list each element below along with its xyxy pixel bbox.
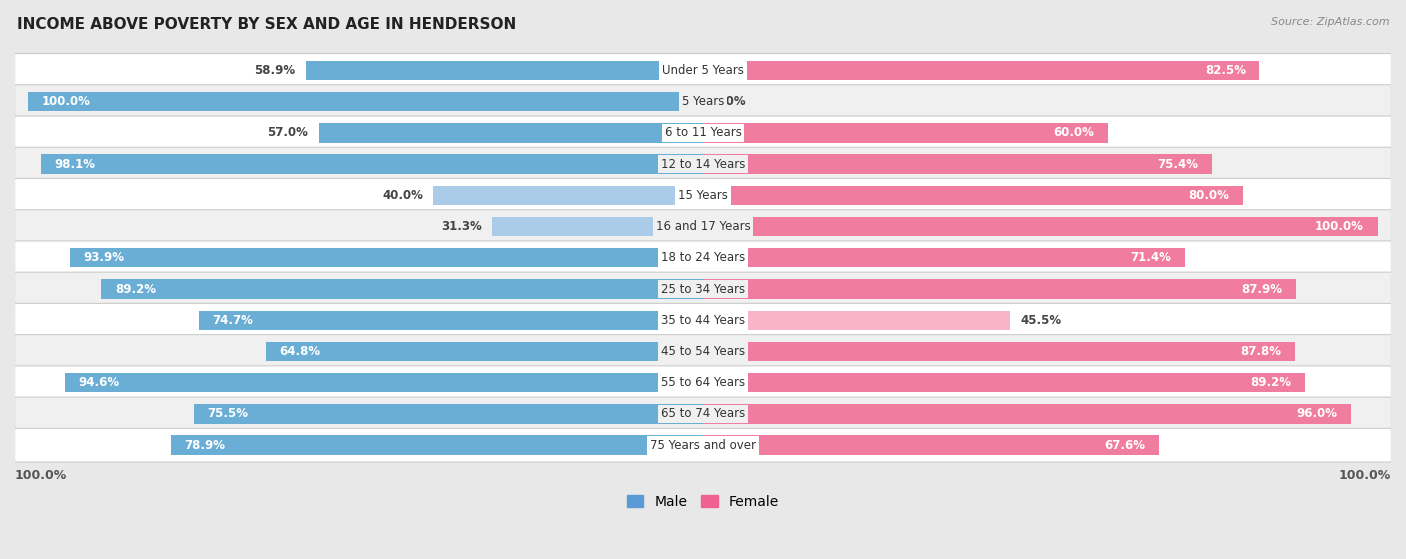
Bar <box>703 217 1378 236</box>
Text: 80.0%: 80.0% <box>1188 189 1229 202</box>
Text: 78.9%: 78.9% <box>184 439 225 452</box>
FancyBboxPatch shape <box>14 210 1392 243</box>
Text: 35 to 44 Years: 35 to 44 Years <box>661 314 745 327</box>
Text: 45 to 54 Years: 45 to 54 Years <box>661 345 745 358</box>
Bar <box>703 123 1108 143</box>
Bar <box>703 248 1185 267</box>
Legend: Male, Female: Male, Female <box>621 489 785 514</box>
Bar <box>703 342 1295 361</box>
Bar <box>28 92 703 111</box>
Text: 74.7%: 74.7% <box>212 314 253 327</box>
Text: 94.6%: 94.6% <box>79 376 120 389</box>
Text: 60.0%: 60.0% <box>1053 126 1094 139</box>
Text: 75.5%: 75.5% <box>207 408 249 420</box>
Text: 45.5%: 45.5% <box>1019 314 1062 327</box>
FancyBboxPatch shape <box>14 116 1392 150</box>
Text: 0.0%: 0.0% <box>713 95 745 108</box>
FancyBboxPatch shape <box>14 178 1392 212</box>
Text: 93.9%: 93.9% <box>83 252 124 264</box>
Text: 98.1%: 98.1% <box>55 158 96 170</box>
Bar <box>101 280 703 299</box>
Text: 12 to 14 Years: 12 to 14 Years <box>661 158 745 170</box>
Bar <box>703 154 1212 174</box>
FancyBboxPatch shape <box>14 366 1392 400</box>
Text: 87.9%: 87.9% <box>1241 282 1282 296</box>
FancyBboxPatch shape <box>14 397 1392 431</box>
Bar <box>70 248 703 267</box>
Bar <box>41 154 703 174</box>
FancyBboxPatch shape <box>14 241 1392 274</box>
Text: 65 to 74 Years: 65 to 74 Years <box>661 408 745 420</box>
Bar <box>433 186 703 205</box>
Bar <box>703 435 1159 455</box>
Bar <box>703 373 1305 392</box>
Bar <box>492 217 703 236</box>
Text: 89.2%: 89.2% <box>1250 376 1291 389</box>
Text: 82.5%: 82.5% <box>1205 64 1246 77</box>
Text: 5 Years: 5 Years <box>682 95 724 108</box>
Text: 40.0%: 40.0% <box>382 189 423 202</box>
Bar <box>319 123 703 143</box>
Text: 55 to 64 Years: 55 to 64 Years <box>661 376 745 389</box>
Text: 100.0%: 100.0% <box>15 468 67 482</box>
Bar <box>703 186 1243 205</box>
Text: 15 Years: 15 Years <box>678 189 728 202</box>
Text: 18 to 24 Years: 18 to 24 Years <box>661 252 745 264</box>
Text: 96.0%: 96.0% <box>1296 408 1337 420</box>
Bar <box>194 404 703 424</box>
FancyBboxPatch shape <box>14 272 1392 306</box>
Text: INCOME ABOVE POVERTY BY SEX AND AGE IN HENDERSON: INCOME ABOVE POVERTY BY SEX AND AGE IN H… <box>17 17 516 32</box>
FancyBboxPatch shape <box>14 147 1392 181</box>
Bar <box>65 373 703 392</box>
Text: 100.0%: 100.0% <box>1339 468 1391 482</box>
Bar <box>703 61 1260 80</box>
Text: Under 5 Years: Under 5 Years <box>662 64 744 77</box>
Text: 58.9%: 58.9% <box>254 64 295 77</box>
Text: Source: ZipAtlas.com: Source: ZipAtlas.com <box>1271 17 1389 27</box>
Text: 75 Years and over: 75 Years and over <box>650 439 756 452</box>
Text: 25 to 34 Years: 25 to 34 Years <box>661 282 745 296</box>
Bar <box>266 342 703 361</box>
Text: 6 to 11 Years: 6 to 11 Years <box>665 126 741 139</box>
Text: 87.8%: 87.8% <box>1240 345 1282 358</box>
FancyBboxPatch shape <box>14 85 1392 119</box>
Text: 16 and 17 Years: 16 and 17 Years <box>655 220 751 233</box>
Bar <box>170 435 703 455</box>
Text: 67.6%: 67.6% <box>1105 439 1146 452</box>
FancyBboxPatch shape <box>14 428 1392 462</box>
Text: 64.8%: 64.8% <box>280 345 321 358</box>
Bar <box>703 280 1296 299</box>
Text: 89.2%: 89.2% <box>115 282 156 296</box>
FancyBboxPatch shape <box>14 304 1392 337</box>
FancyBboxPatch shape <box>14 54 1392 87</box>
Bar <box>703 311 1010 330</box>
Text: 31.3%: 31.3% <box>441 220 482 233</box>
Text: 71.4%: 71.4% <box>1130 252 1171 264</box>
Bar <box>305 61 703 80</box>
Text: 100.0%: 100.0% <box>1315 220 1364 233</box>
Text: 75.4%: 75.4% <box>1157 158 1198 170</box>
FancyBboxPatch shape <box>14 335 1392 368</box>
Text: 100.0%: 100.0% <box>42 95 91 108</box>
Text: 57.0%: 57.0% <box>267 126 308 139</box>
Bar <box>703 404 1351 424</box>
Bar <box>200 311 703 330</box>
